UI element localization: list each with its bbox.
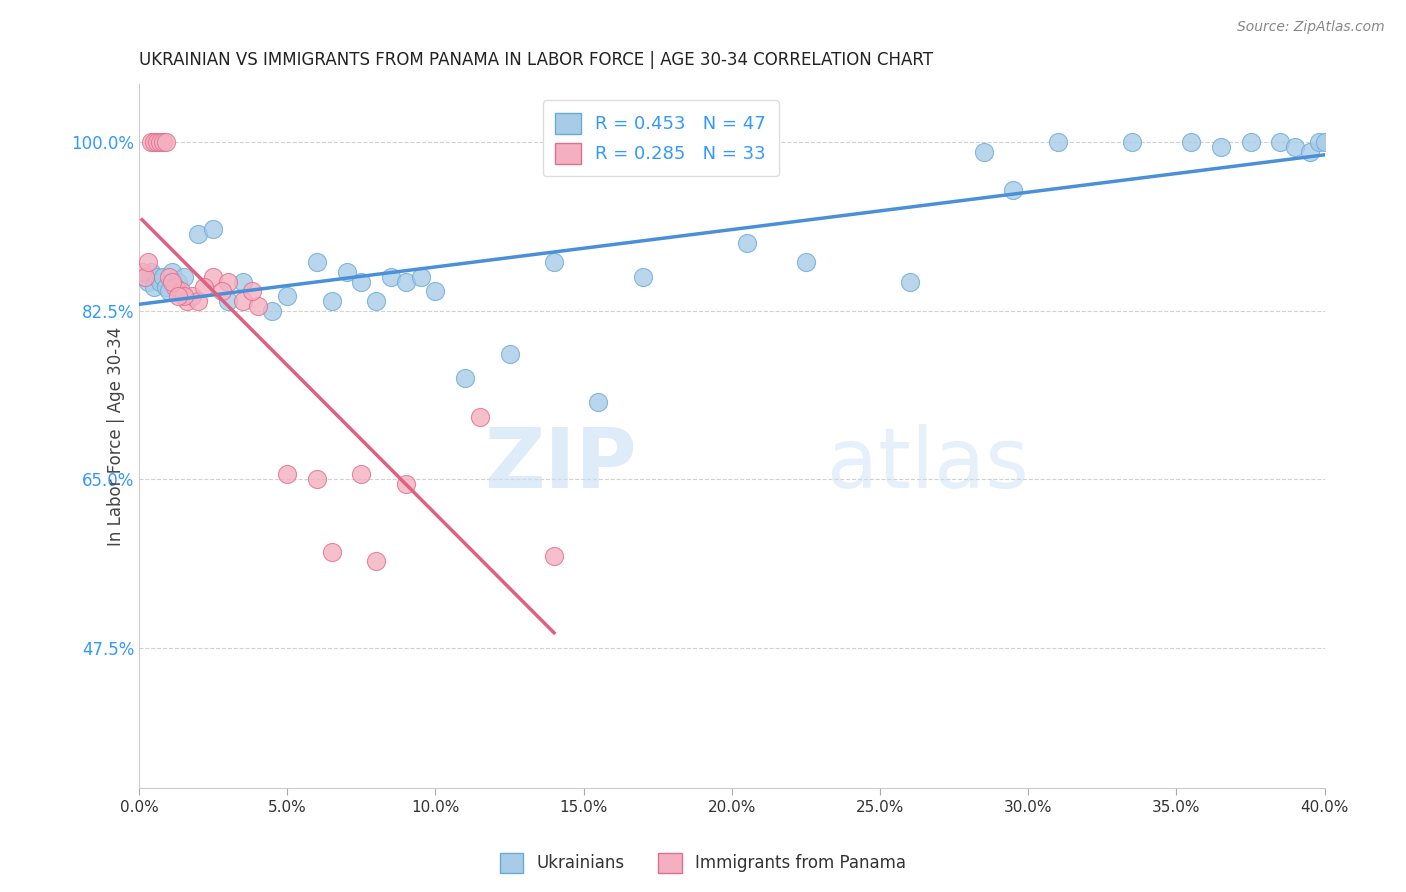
Point bbox=[395, 477, 418, 491]
Point bbox=[157, 269, 180, 284]
Point bbox=[139, 135, 162, 149]
Point bbox=[142, 135, 165, 149]
Point bbox=[366, 293, 388, 308]
Point bbox=[425, 285, 447, 299]
Point bbox=[735, 236, 758, 251]
Point bbox=[321, 293, 343, 308]
Point bbox=[1284, 140, 1306, 154]
Point bbox=[181, 289, 204, 303]
Point bbox=[276, 467, 298, 482]
Point bbox=[134, 269, 156, 284]
Point bbox=[155, 279, 177, 293]
Point bbox=[152, 135, 174, 149]
Text: atlas: atlas bbox=[827, 424, 1028, 505]
Point bbox=[136, 255, 159, 269]
Point bbox=[1313, 135, 1336, 149]
Text: Source: ZipAtlas.com: Source: ZipAtlas.com bbox=[1237, 20, 1385, 34]
Y-axis label: In Labor Force | Age 30-34: In Labor Force | Age 30-34 bbox=[107, 326, 125, 546]
Point bbox=[149, 275, 172, 289]
Point bbox=[232, 293, 254, 308]
Point bbox=[166, 275, 188, 289]
Point bbox=[173, 269, 195, 284]
Point bbox=[350, 275, 373, 289]
Point bbox=[173, 289, 195, 303]
Point bbox=[276, 289, 298, 303]
Point bbox=[193, 279, 215, 293]
Point bbox=[131, 265, 153, 279]
Point bbox=[543, 549, 565, 564]
Point bbox=[335, 265, 357, 279]
Point bbox=[1209, 140, 1232, 154]
Point bbox=[395, 275, 418, 289]
Point bbox=[498, 347, 520, 361]
Point bbox=[409, 269, 432, 284]
Point bbox=[155, 135, 177, 149]
Point bbox=[321, 544, 343, 558]
Point bbox=[305, 255, 328, 269]
Point bbox=[176, 293, 198, 308]
Point bbox=[136, 275, 159, 289]
Point bbox=[232, 275, 254, 289]
Point bbox=[380, 269, 402, 284]
Point bbox=[142, 279, 165, 293]
Point bbox=[1121, 135, 1143, 149]
Text: UKRAINIAN VS IMMIGRANTS FROM PANAMA IN LABOR FORCE | AGE 30-34 CORRELATION CHART: UKRAINIAN VS IMMIGRANTS FROM PANAMA IN L… bbox=[139, 51, 934, 69]
Point bbox=[305, 472, 328, 486]
Point bbox=[240, 285, 263, 299]
Point bbox=[146, 269, 169, 284]
Point bbox=[543, 255, 565, 269]
Point bbox=[1046, 135, 1069, 149]
Point bbox=[202, 221, 225, 235]
Point bbox=[973, 145, 995, 159]
Legend: Ukrainians, Immigrants from Panama: Ukrainians, Immigrants from Panama bbox=[494, 847, 912, 880]
Point bbox=[149, 135, 172, 149]
Legend: R = 0.453   N = 47, R = 0.285   N = 33: R = 0.453 N = 47, R = 0.285 N = 33 bbox=[543, 100, 779, 177]
Point bbox=[146, 135, 169, 149]
Point bbox=[366, 554, 388, 568]
Point bbox=[631, 269, 654, 284]
Point bbox=[468, 409, 491, 424]
Point bbox=[898, 275, 921, 289]
Point bbox=[160, 275, 183, 289]
Text: ZIP: ZIP bbox=[485, 424, 637, 505]
Point bbox=[1308, 135, 1330, 149]
Point bbox=[217, 293, 239, 308]
Point bbox=[794, 255, 817, 269]
Point bbox=[1270, 135, 1292, 149]
Point bbox=[160, 265, 183, 279]
Point bbox=[134, 269, 156, 284]
Point bbox=[139, 265, 162, 279]
Point bbox=[1002, 183, 1025, 197]
Point bbox=[187, 293, 209, 308]
Point bbox=[262, 303, 284, 318]
Point bbox=[157, 285, 180, 299]
Point bbox=[202, 269, 225, 284]
Point bbox=[152, 269, 174, 284]
Point bbox=[217, 275, 239, 289]
Point bbox=[350, 467, 373, 482]
Point bbox=[211, 285, 233, 299]
Point bbox=[1239, 135, 1261, 149]
Point bbox=[187, 227, 209, 241]
Point bbox=[166, 289, 188, 303]
Point bbox=[454, 371, 477, 385]
Point bbox=[588, 395, 610, 409]
Point bbox=[169, 285, 191, 299]
Point bbox=[246, 299, 269, 313]
Point bbox=[1299, 145, 1322, 159]
Point bbox=[1180, 135, 1202, 149]
Point bbox=[163, 279, 186, 293]
